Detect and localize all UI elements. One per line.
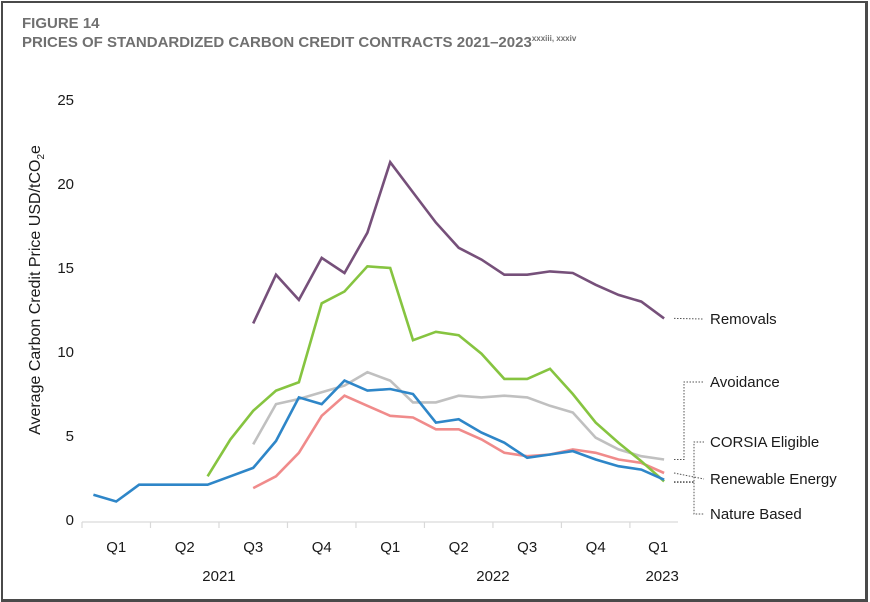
figure-title-superscript: xxxiii, xxxiv xyxy=(531,34,577,43)
figure-label: FIGURE 14 xyxy=(22,15,100,32)
y-tick-labels: 0 5 10 15 20 25 xyxy=(57,92,74,529)
y-tick-label: 25 xyxy=(57,92,74,109)
x-tick-label-quarter: Q4 xyxy=(312,539,332,556)
series-line-renewable-energy xyxy=(252,394,665,490)
figure-title: PRICES OF STANDARDIZED CARBON CREDIT CON… xyxy=(22,34,576,51)
x-tick-label-quarter: Q1 xyxy=(106,539,126,556)
legend-label-nature-based: Nature Based xyxy=(710,506,802,523)
x-tick-label-year: 2022 xyxy=(476,568,509,585)
x-tick-label-year: 2021 xyxy=(202,568,235,585)
series-line-corsia-eligible xyxy=(206,264,665,483)
x-tick-label-quarter: Q1 xyxy=(648,539,668,556)
legend-leader-avoidance xyxy=(674,381,704,460)
legend-leader-nature-based xyxy=(674,481,704,515)
legend: Removals Avoidance CORSIA Eligible Renewabl… xyxy=(673,311,837,523)
series-line-nature-based xyxy=(93,379,665,503)
y-axis-title-tail: e xyxy=(27,145,44,154)
x-tick-label-year: 2023 xyxy=(645,568,678,585)
x-tick-label-quarter: Q2 xyxy=(175,539,195,556)
y-tick-label: 15 xyxy=(57,260,74,277)
y-axis-title-text: Average Carbon Credit Price USD/tCO2e xyxy=(27,145,47,435)
legend-label-removals: Removals xyxy=(710,311,777,328)
x-axis: Q1 Q2 Q3 Q4 Q1 Q2 Q3 Q4 Q1 2021 2022 2023 xyxy=(81,521,679,585)
y-tick-label: 10 xyxy=(57,344,74,361)
y-tick-label: 0 xyxy=(66,512,74,529)
x-tick-label-quarter: Q3 xyxy=(517,539,537,556)
legend-leader-renewable-energy xyxy=(673,472,705,480)
y-axis-title-sub: 2 xyxy=(36,154,47,160)
legend-label-renewable-energy: Renewable Energy xyxy=(710,471,837,488)
x-tick-label-quarter: Q2 xyxy=(449,539,469,556)
y-tick-label: 20 xyxy=(57,176,74,193)
series-lines xyxy=(93,159,665,503)
y-axis-title: Average Carbon Credit Price USD/tCO2e xyxy=(27,145,47,435)
x-tick-label-quarter: Q1 xyxy=(380,539,400,556)
series-line-avoidance xyxy=(252,370,665,461)
x-tick-label-quarter: Q4 xyxy=(586,539,606,556)
figure-title-text: PRICES OF STANDARDIZED CARBON CREDIT CON… xyxy=(22,34,532,51)
y-tick-label: 5 xyxy=(66,428,74,445)
series-line-removals xyxy=(252,159,665,324)
legend-label-corsia-eligible: CORSIA Eligible xyxy=(710,434,819,451)
x-tick-label-quarter: Q3 xyxy=(243,539,263,556)
legend-leader-corsia-eligible xyxy=(674,441,704,483)
y-axis-title-main: Average Carbon Credit Price USD/tCO xyxy=(27,160,44,435)
legend-label-avoidance: Avoidance xyxy=(710,374,780,391)
legend-leader-removals xyxy=(673,317,705,320)
